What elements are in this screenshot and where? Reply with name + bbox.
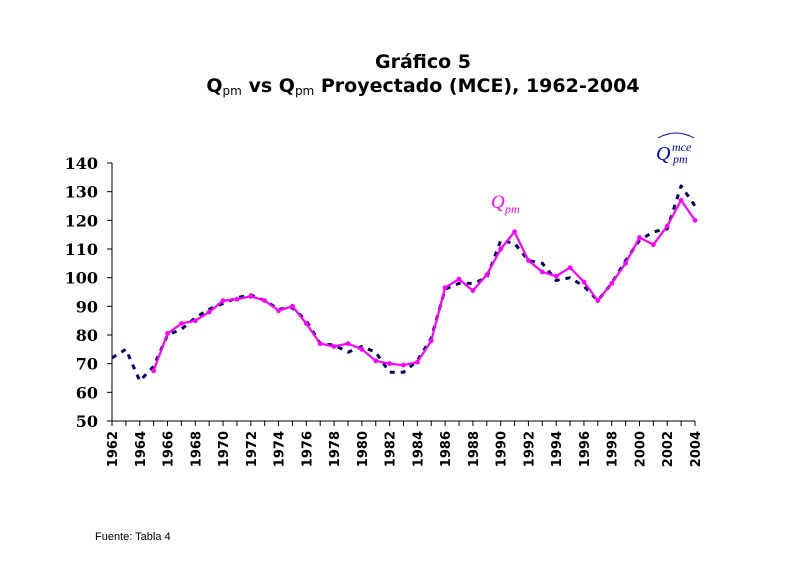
title-vs: vs: [242, 75, 279, 97]
x-tick-label: 1964: [134, 431, 149, 467]
x-tick-labels: 1962 1964 1966 1968 1970 1972 1974 1976 1978 1980…: [106, 431, 704, 467]
x-tick-label: 1988: [467, 431, 482, 467]
line-qpm-mce: [111, 184, 697, 383]
data-point: [539, 269, 545, 275]
hat-icon: [657, 132, 695, 139]
data-point: [220, 298, 226, 303]
data-point: [637, 235, 642, 240]
data-point: [581, 279, 587, 285]
data-point: [276, 308, 281, 314]
y-tick-label: 130: [65, 183, 98, 202]
data-point: [151, 368, 157, 374]
title-line-2: Qpm vs Qpm Proyectado (MCE), 1962-2004: [206, 75, 639, 98]
x-tick-label: 1980: [356, 431, 371, 467]
data-point: [387, 361, 393, 367]
x-tick-label: 2004: [689, 431, 704, 467]
series-qpm: [151, 197, 698, 374]
data-point: [470, 288, 476, 293]
y-tick-label: 50: [76, 412, 98, 431]
label-mce-sup: mce: [672, 140, 692, 154]
x-tick-label: 1982: [384, 431, 399, 467]
data-point: [567, 265, 573, 271]
data-point: [165, 331, 170, 336]
data-point: [484, 272, 490, 278]
x-tick-label: 1996: [578, 431, 593, 467]
data-point: [317, 341, 323, 346]
data-point: [248, 293, 254, 299]
data-point: [401, 362, 406, 368]
x-tick-label: 1968: [189, 431, 204, 467]
y-tick-label: 120: [65, 211, 98, 230]
y-tick-label: 80: [76, 326, 98, 345]
data-point: [192, 318, 198, 324]
y-tick-label: 70: [76, 355, 98, 374]
label-mce-base: Q: [656, 143, 671, 165]
data-point: [650, 242, 656, 248]
title-sub2: pm: [295, 84, 314, 98]
x-tick-label: 2002: [661, 431, 676, 467]
y-tick-label: 110: [65, 240, 98, 259]
data-point: [414, 359, 420, 365]
data-point: [512, 229, 517, 235]
data-point: [303, 321, 309, 326]
data-point: [498, 246, 504, 252]
y-tick-label: 90: [76, 297, 98, 316]
data-point: [373, 358, 379, 364]
title-sub1: pm: [223, 84, 242, 98]
y-tick-label: 100: [65, 269, 98, 288]
series-group: [111, 184, 698, 383]
data-point: [623, 260, 628, 266]
data-point: [206, 309, 212, 315]
data-point: [262, 298, 268, 303]
title-q1: Q: [206, 75, 222, 97]
x-tick-label: 2000: [633, 431, 648, 467]
data-point: [345, 341, 351, 346]
data-point: [678, 197, 684, 203]
source-note: Fuente: Tabla 4: [95, 531, 171, 543]
label-qpm-sub: pm: [504, 202, 520, 216]
x-tick-label: 1986: [439, 431, 454, 467]
data-point: [664, 223, 670, 229]
label-mce-sub: pm: [672, 152, 688, 166]
x-tick-label: 1976: [300, 431, 315, 467]
x-tick-label: 1998: [606, 431, 621, 467]
data-point: [234, 296, 240, 302]
data-point: [553, 273, 559, 279]
data-point: [456, 276, 462, 282]
x-tick-label: 1992: [522, 431, 537, 467]
label-qpm-mce: Q mce pm: [656, 132, 695, 166]
x-tick-label: 1994: [550, 431, 565, 467]
x-tick-label: 1970: [217, 431, 232, 467]
y-tick-label: 140: [65, 154, 98, 173]
data-point: [442, 285, 448, 291]
data-point: [595, 298, 601, 303]
x-tick-label: 1978: [328, 431, 343, 467]
data-point: [331, 344, 337, 349]
y-tick-label: 60: [76, 383, 98, 402]
y-tick-labels: 50 60 70 80 90 100 110 120 130 140: [65, 154, 98, 431]
chart-title: Gráfico 5 Qpm vs Qpm Proyectado (MCE), 1…: [206, 51, 639, 98]
title-rest: Proyectado (MCE), 1962-2004: [314, 75, 639, 97]
data-point: [290, 303, 295, 309]
data-point: [179, 321, 184, 326]
x-tick-label: 1974: [273, 431, 288, 467]
line-qpm: [152, 199, 696, 372]
data-point: [692, 217, 698, 223]
label-qpm: Q pm: [491, 192, 520, 216]
data-point: [428, 338, 434, 344]
series-qpm-mce: [111, 184, 697, 383]
x-tick-label: 1972: [245, 431, 260, 467]
axes: [107, 162, 696, 426]
data-point: [609, 281, 615, 286]
x-tick-label: 1990: [495, 431, 510, 467]
x-tick-label: 1984: [411, 431, 426, 467]
data-point: [526, 258, 531, 263]
data-point: [359, 346, 365, 352]
title-q2: Q: [279, 75, 295, 97]
label-qpm-base: Q: [491, 192, 505, 213]
x-tick-label: 1962: [106, 431, 121, 467]
title-line-1: Gráfico 5: [375, 51, 471, 73]
x-tick-label: 1966: [162, 431, 177, 467]
